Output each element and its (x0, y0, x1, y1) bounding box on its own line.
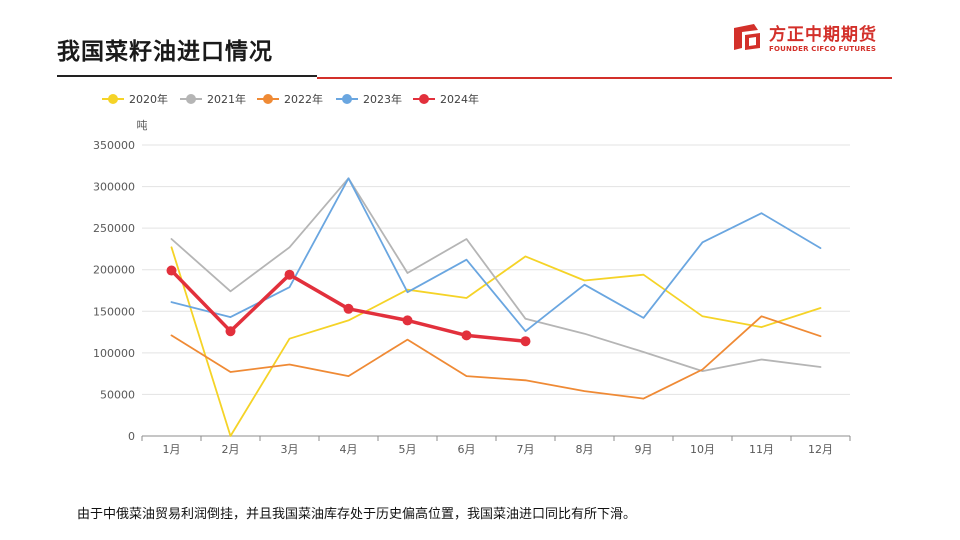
legend-label: 2022年 (284, 92, 323, 106)
title-rule (317, 77, 892, 79)
y-tick-label: 50000 (100, 388, 135, 401)
legend-label: 2020年 (129, 92, 168, 106)
data-point (284, 269, 295, 280)
legend-label: 2024年 (440, 92, 479, 106)
series-line (170, 177, 822, 333)
legend-label: 2023年 (363, 92, 402, 106)
legend-swatch-dot (186, 94, 196, 104)
x-tick-label: 3月 (281, 443, 299, 456)
legend-swatch-dot (342, 94, 352, 104)
x-tick-label: 6月 (458, 443, 476, 456)
y-tick-label: 200000 (93, 264, 135, 277)
data-point (225, 326, 236, 337)
x-tick-label: 7月 (517, 443, 535, 456)
data-point (520, 336, 531, 347)
x-tick-label: 10月 (690, 443, 715, 456)
logo-mark-icon (734, 24, 760, 50)
y-tick-label: 350000 (93, 139, 135, 152)
data-point (343, 303, 354, 314)
y-axis-label: 吨 (137, 119, 148, 132)
legend-label: 2021年 (207, 92, 246, 106)
title-underline (57, 75, 317, 77)
logo-name: 方正中期期货 (769, 25, 877, 45)
logo-subtitle: FOUNDER CIFCO FUTURES (769, 45, 877, 53)
data-point (166, 265, 177, 276)
y-tick-label: 100000 (93, 347, 135, 360)
data-point (461, 330, 472, 341)
y-tick-label: 300000 (93, 181, 135, 194)
x-tick-label: 11月 (749, 443, 774, 456)
x-tick-label: 1月 (163, 443, 181, 456)
slide-title: 我国菜籽油进口情况 (57, 38, 273, 65)
company-logo: 方正中期期货 FOUNDER CIFCO FUTURES (732, 20, 892, 60)
x-tick-label: 9月 (635, 443, 653, 456)
chart-caption: 由于中俄菜油贸易利润倒挂，并且我国菜油库存处于历史偏高位置，我国菜油进口同比有所… (77, 507, 637, 522)
x-tick-label: 2月 (222, 443, 240, 456)
legend-swatch-dot (419, 94, 429, 104)
series-line (170, 315, 822, 400)
x-tick-label: 8月 (576, 443, 594, 456)
legend-swatch-dot (108, 94, 118, 104)
x-tick-label: 5月 (399, 443, 417, 456)
data-point (402, 315, 413, 326)
y-tick-label: 250000 (93, 222, 135, 235)
y-tick-label: 0 (128, 430, 135, 443)
y-tick-label: 150000 (93, 305, 135, 318)
x-tick-label: 4月 (340, 443, 358, 456)
series-line (170, 177, 822, 373)
legend-swatch-dot (263, 94, 273, 104)
x-tick-label: 12月 (808, 443, 833, 456)
series-line (170, 246, 822, 437)
